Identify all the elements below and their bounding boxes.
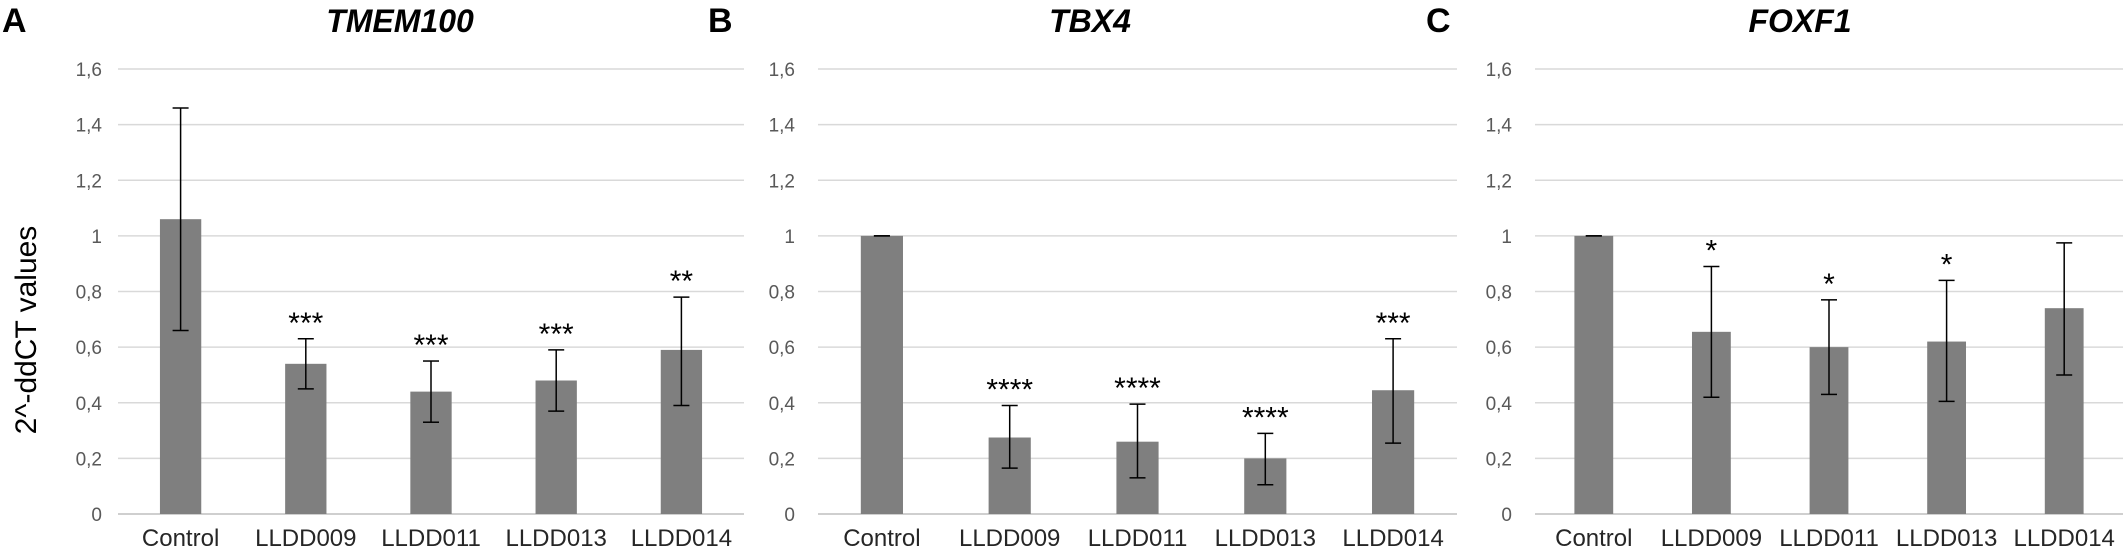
y-tick-label: 0 [1501, 505, 1512, 526]
significance-label: *** [288, 307, 323, 340]
significance-label: * [1941, 248, 1953, 281]
y-tick-label: 0,6 [76, 338, 102, 359]
significance-label: ** [670, 265, 694, 298]
y-tick-label: 1 [1501, 227, 1512, 248]
y-tick-label: 0,2 [1486, 449, 1512, 470]
category-label: LLDD011 [1779, 525, 1879, 552]
y-tick-label: 0,6 [769, 338, 795, 359]
y-tick-label: 0,2 [76, 449, 102, 470]
category-label: LLDD009 [1661, 525, 1762, 552]
panel-C: C FOXF1 0 0,2 0,4 0,6 0,8 1 1,2 1,4 1,6 Control * LLD… [1426, 2, 2123, 552]
y-tick-label: 1,6 [76, 60, 102, 81]
y-tick-label: 0,8 [1486, 283, 1512, 304]
y-tick-label: 1,4 [1486, 116, 1513, 137]
category-label: LLDD014 [631, 525, 732, 552]
panel-letter: A [2, 2, 27, 40]
significance-label: * [1823, 268, 1835, 301]
y-tick-label: 1,2 [1486, 171, 1512, 192]
category-label: LLDD013 [1215, 525, 1316, 552]
y-tick-label: 0 [91, 505, 102, 526]
y-tick-label: 0,8 [76, 283, 102, 304]
y-tick-label: 1,2 [76, 171, 102, 192]
y-axis-label: 2^-ddCT values [10, 226, 43, 435]
category-label: LLDD013 [1896, 525, 1997, 552]
significance-label: *** [539, 318, 574, 351]
category-label: Control [1555, 525, 1632, 552]
category-label: LLDD014 [2013, 525, 2114, 552]
y-tick-label: 1,4 [769, 116, 796, 137]
significance-label: *** [413, 329, 448, 362]
category-label: LLDD013 [505, 525, 606, 552]
panel-title: TMEM100 [326, 3, 474, 39]
y-tick-label: 1 [784, 227, 795, 248]
y-tick-label: 1,6 [1486, 60, 1512, 81]
category-label: Control [142, 525, 219, 552]
panel-B: B TBX4 0 0,2 0,4 0,6 0,8 1 1,2 1,4 1,6 Control **** L… [708, 2, 1457, 552]
category-label: LLDD011 [381, 525, 481, 552]
category-label: LLDD011 [1088, 525, 1188, 552]
y-tick-label: 0,2 [769, 449, 795, 470]
y-tick-label: 0,6 [1486, 338, 1512, 359]
y-tick-label: 0,8 [769, 283, 795, 304]
y-tick-label: 0,4 [769, 394, 796, 415]
significance-label: **** [986, 374, 1033, 407]
significance-label: **** [1242, 401, 1289, 434]
category-label: LLDD014 [1342, 525, 1443, 552]
panel-title: TBX4 [1049, 3, 1131, 39]
panel-letter: C [1426, 2, 1451, 40]
panel-A: A TMEM100 0 0,2 0,4 0,6 0,8 1 1,2 1,4 1,6 Control **… [2, 2, 744, 552]
significance-label: * [1706, 234, 1718, 267]
bar [860, 235, 903, 514]
y-tick-label: 0,4 [1486, 394, 1513, 415]
y-tick-label: 1 [91, 227, 102, 248]
y-tick-label: 0 [784, 505, 795, 526]
y-tick-label: 0,4 [76, 394, 103, 415]
y-tick-label: 1,4 [76, 116, 103, 137]
panel-letter: B [708, 2, 733, 40]
bar [1574, 235, 1614, 514]
category-label: LLDD009 [255, 525, 356, 552]
significance-label: **** [1114, 372, 1161, 405]
y-tick-label: 1,2 [769, 171, 795, 192]
panel-title: FOXF1 [1748, 3, 1851, 39]
significance-label: *** [1376, 307, 1411, 340]
category-label: Control [843, 525, 920, 552]
y-tick-label: 1,6 [769, 60, 795, 81]
category-label: LLDD009 [959, 525, 1060, 552]
